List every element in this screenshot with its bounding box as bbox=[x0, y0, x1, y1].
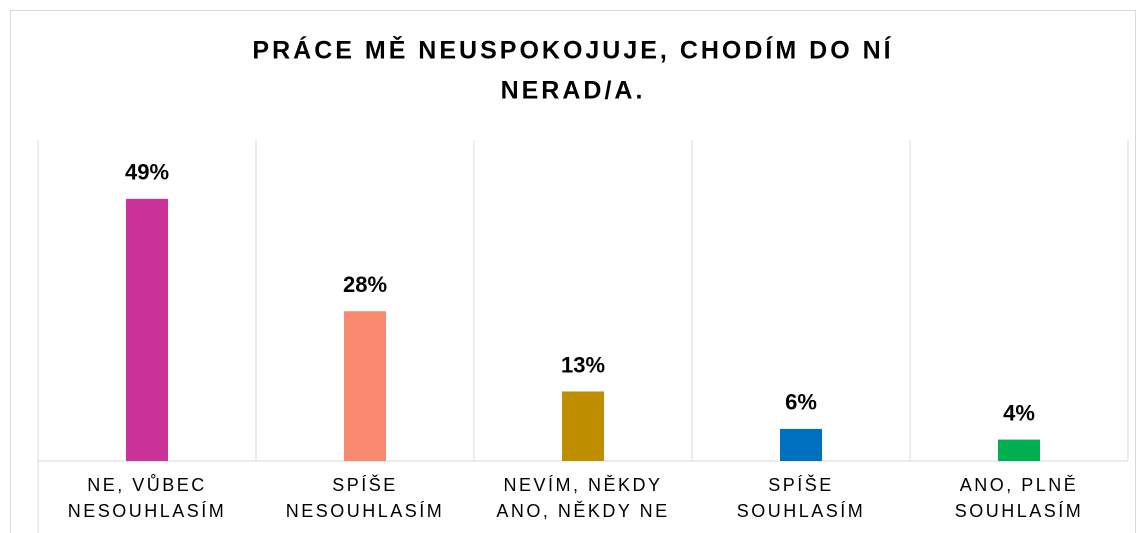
x-tick-label: ANO, PLNĚ bbox=[960, 475, 1079, 495]
bar bbox=[780, 428, 822, 461]
x-tick-label: ANO, NĚKDY NE bbox=[496, 501, 669, 521]
x-tick-label: NE, VŮBEC bbox=[87, 474, 207, 495]
bar bbox=[998, 439, 1040, 461]
chart-title: NERAD/A. bbox=[501, 77, 646, 105]
chart-title: PRÁCE MĚ NEUSPOKOJUJE, CHODÍM DO NÍ bbox=[252, 35, 893, 65]
data-label: 28% bbox=[343, 272, 387, 297]
bar bbox=[562, 391, 604, 461]
bar bbox=[126, 198, 168, 461]
x-tick-label: SPÍŠE bbox=[768, 474, 834, 495]
x-tick-label: NEVÍM, NĚKDY bbox=[503, 475, 662, 495]
x-tick-label: SOUHLASÍM bbox=[737, 501, 866, 521]
data-label: 49% bbox=[125, 160, 169, 185]
data-label: 13% bbox=[561, 352, 605, 377]
x-tick-label: SOUHLASÍM bbox=[955, 501, 1084, 521]
x-tick-label: SPÍŠE bbox=[332, 474, 398, 495]
x-tick-label: NESOUHLASÍM bbox=[68, 501, 227, 521]
x-tick-label: NESOUHLASÍM bbox=[286, 501, 445, 521]
bar bbox=[344, 311, 386, 461]
data-label: 4% bbox=[1003, 400, 1035, 425]
chart-border bbox=[10, 10, 1136, 533]
data-label: 6% bbox=[785, 390, 817, 415]
